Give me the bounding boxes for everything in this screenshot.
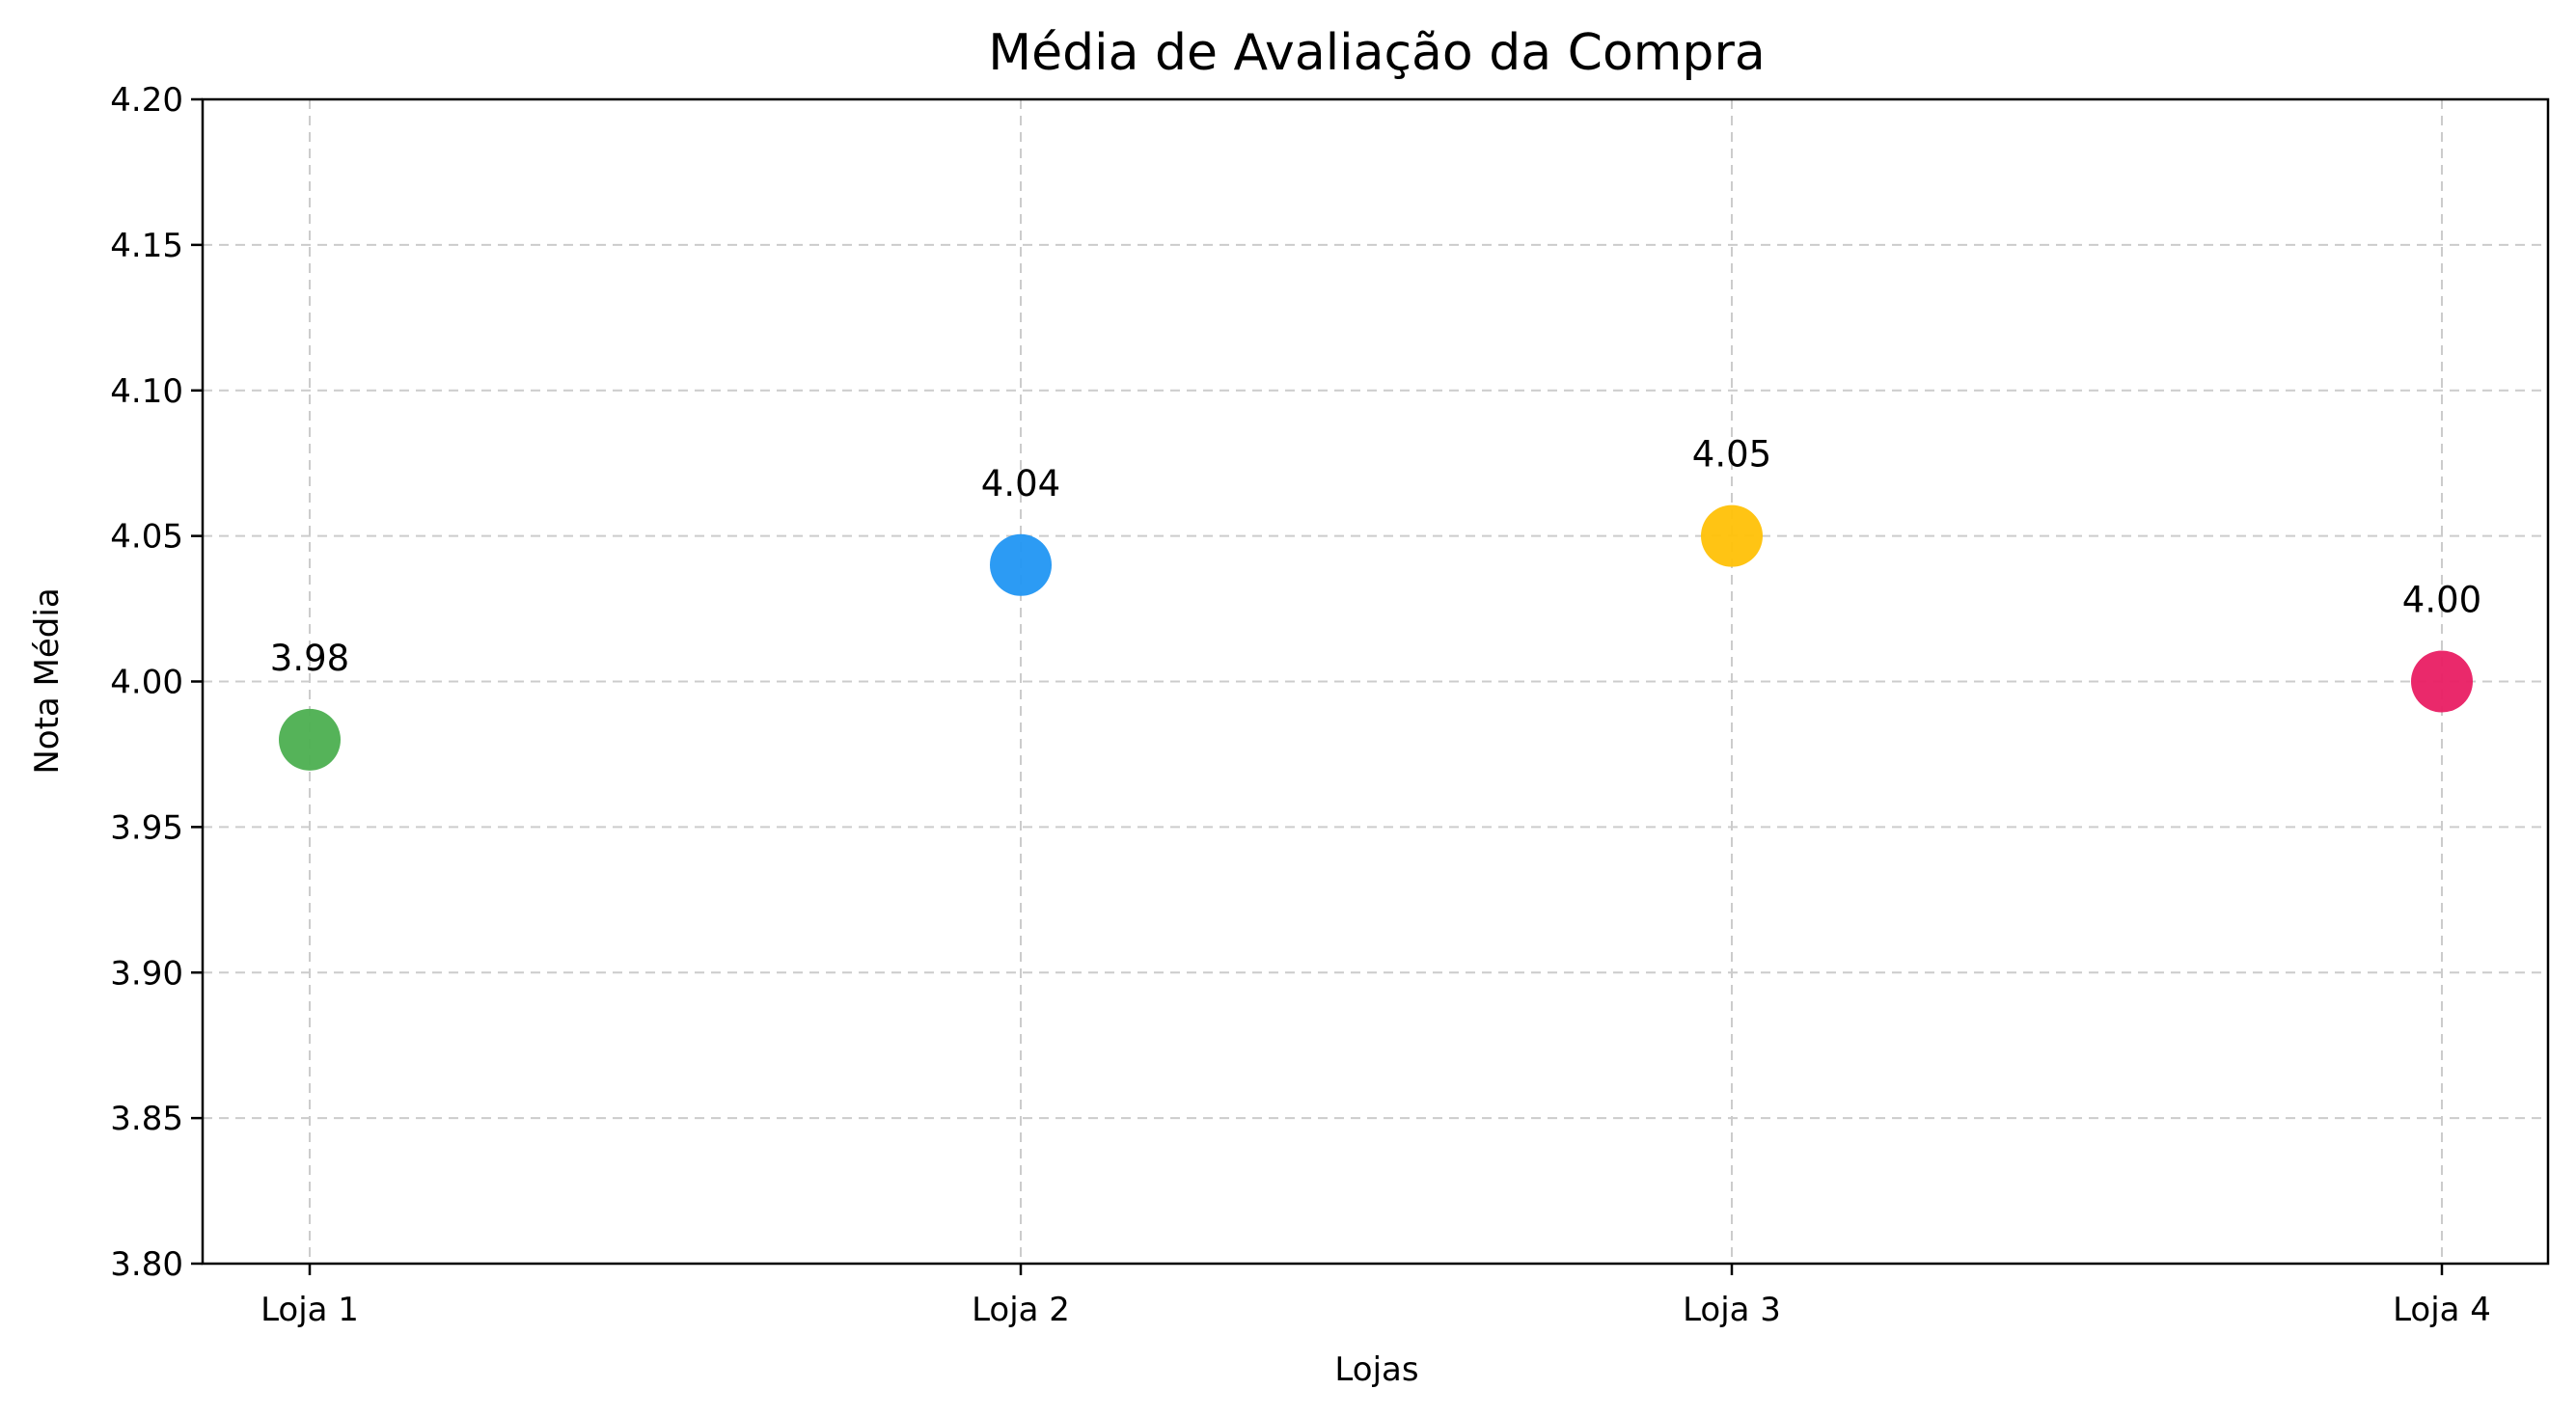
data-label: 4.05 [1692,434,1771,476]
y-tick-label: 4.20 [110,81,183,120]
y-tick-label: 3.90 [110,954,183,993]
y-axis-ticks: 3.80 3.85 3.90 3.95 4.00 4.05 4.10 4.15 4.20 [110,81,203,1284]
y-tick-label: 4.05 [110,518,183,557]
y-axis-title: Nota Média [28,587,67,774]
y-tick-label: 4.15 [110,227,183,265]
marks-layer [279,504,2473,771]
chart-title: Média de Avaliação da Compra [988,24,1765,82]
y-tick-label: 3.80 [110,1245,183,1284]
data-point [279,708,341,771]
data-label: 4.00 [2402,580,2481,621]
data-label: 3.98 [270,638,349,679]
y-tick-label: 3.95 [110,808,183,847]
x-axis-ticks: Loja 1 Loja 2 Loja 3 Loja 4 [260,1264,2491,1329]
grid-layer [203,98,2548,1265]
y-tick-label: 3.85 [110,1100,183,1138]
y-tick-label: 4.10 [110,372,183,411]
x-tick-label: Loja 4 [2393,1291,2491,1329]
data-point [990,533,1052,596]
x-tick-label: Loja 3 [1683,1291,1781,1329]
x-axis-title: Lojas [1334,1350,1418,1389]
data-labels: 3.98 4.04 4.05 4.00 [270,434,2481,679]
x-tick-label: Loja 2 [972,1291,1070,1329]
data-label: 4.04 [981,463,1060,504]
data-point [2411,650,2473,713]
x-tick-label: Loja 1 [260,1291,359,1329]
y-tick-label: 4.00 [110,664,183,702]
data-point [1701,504,1763,567]
